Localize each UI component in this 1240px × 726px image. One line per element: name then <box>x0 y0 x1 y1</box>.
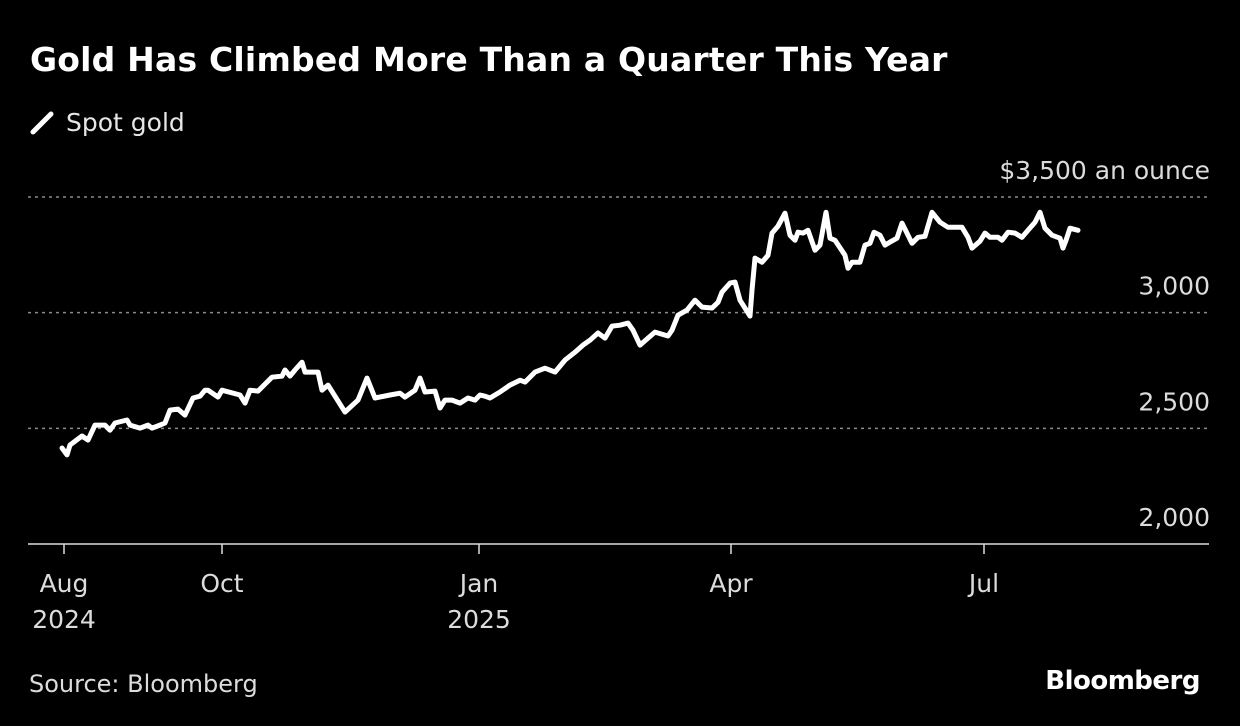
x-tick-label: Jan <box>458 569 499 598</box>
source-note: Source: Bloomberg <box>29 670 258 698</box>
chart-title: Gold Has Climbed More Than a Quarter Thi… <box>30 40 948 79</box>
y-tick-label: $3,500 an ounce <box>999 156 1210 185</box>
x-tick-year-label: 2024 <box>32 605 96 634</box>
x-tick-label: Aug <box>40 569 89 598</box>
x-tick-label: Apr <box>709 569 753 598</box>
y-tick-label: 2,500 <box>1138 387 1210 416</box>
legend: Spot gold <box>30 108 185 137</box>
x-tick-label: Jul <box>967 569 999 598</box>
legend-label: Spot gold <box>66 108 185 137</box>
x-tick-year-label: 2025 <box>447 605 511 634</box>
line-slash-icon <box>30 111 54 134</box>
series-line-spot-gold <box>59 209 1081 458</box>
y-tick-label: 2,000 <box>1138 503 1210 532</box>
bloomberg-logo: Bloomberg <box>1045 666 1200 696</box>
x-tick-label: Oct <box>200 569 243 598</box>
y-tick-label: 3,000 <box>1138 272 1210 301</box>
